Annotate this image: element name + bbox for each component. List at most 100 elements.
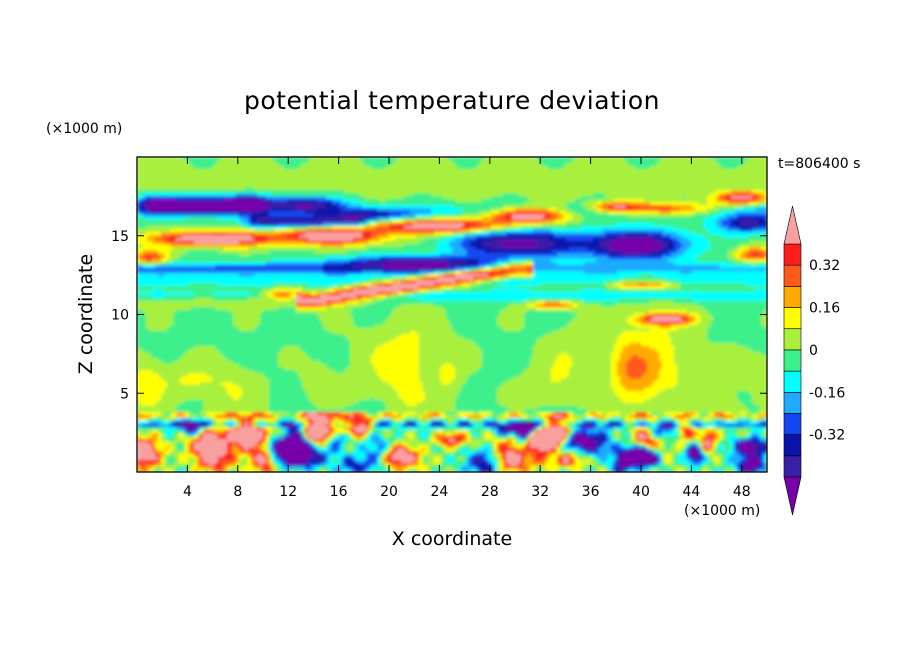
contour-cell [740,223,759,227]
contour-cell [296,421,300,425]
contour-cell [536,304,543,308]
contour-cell [710,412,714,416]
contour-cell [554,235,606,239]
contour-cell [419,418,432,422]
contour-cell [320,316,354,320]
contour-cell [248,448,255,452]
contour-cell [137,178,767,182]
contour-cell [473,454,486,458]
contour-cell [365,445,378,449]
contour-cell [467,436,471,440]
contour-cell [494,454,498,458]
contour-cell [602,304,615,308]
contour-cell [137,193,144,197]
contour-cell [764,454,767,458]
contour-cell [242,466,255,470]
contour-cell [419,367,441,371]
contour-cell [137,163,192,167]
contour-cell [389,427,402,431]
contour-cell [296,286,303,290]
contour-cell [308,442,312,446]
contour-cell [557,457,561,461]
contour-cell [137,349,144,353]
contour-cell [461,229,471,233]
contour-cell [332,286,345,290]
contour-cell [764,217,767,221]
contour-cell [644,466,651,470]
contour-cell [494,217,504,221]
contour-cell [164,451,171,455]
contour-cell [173,448,177,452]
contour-cell [137,202,141,206]
contour-cell [503,205,567,209]
contour-cell [464,337,540,341]
contour-cell [434,424,441,428]
contour-cell [464,232,477,236]
contour-cell [503,193,519,197]
contour-cell [602,430,609,434]
contour-cell [524,436,528,440]
contour-cell [527,412,534,416]
contour-cell [749,436,753,440]
contour-cell [560,424,564,428]
contour-cell [392,442,396,446]
contour-cell [422,382,444,386]
contour-cell [746,454,750,458]
contour-cell [602,445,612,449]
contour-cell [179,436,186,440]
contour-cell [737,430,750,434]
contour-cell [620,376,630,380]
contour-cell [137,346,195,350]
contour-cell [170,454,174,458]
contour-cell [419,373,441,377]
contour-cell [395,238,426,242]
contour-cell [662,364,678,368]
contour-cell [374,301,525,305]
contour-cell [491,265,498,269]
contour-cell [344,421,351,425]
contour-cell [467,460,471,464]
contour-cell [419,460,423,464]
contour-cell [428,469,432,472]
contour-cell [548,451,555,455]
contour-cell [335,439,345,443]
contour-cell [398,436,402,440]
contour-cell [137,385,168,389]
contour-cell [455,448,459,452]
contour-cell [674,226,705,230]
contour-cell [593,439,600,443]
contour-cell [269,442,273,446]
contour-cell [311,292,318,296]
contour-cell [677,448,681,452]
contour-cell [752,199,759,203]
contour-cell [455,442,459,446]
contour-cell [266,292,273,296]
contour-cell [674,301,767,305]
contour-cell [563,442,567,446]
contour-cell [425,286,435,290]
contour-cell [218,349,282,353]
contour-cell [212,421,216,425]
contour-cell [200,427,204,431]
contour-cell [608,205,615,209]
contour-cell [419,355,483,359]
contour-cell [404,424,408,428]
contour-cell [461,469,471,472]
contour-cell [707,229,726,233]
contour-cell [302,439,306,443]
contour-cell [371,424,375,428]
contour-cell [728,439,735,443]
contour-cell [632,208,681,212]
contour-cell [509,256,609,260]
contour-cell [221,382,234,386]
contour-cell [137,340,351,344]
contour-cell [311,448,315,452]
contour-cell [224,412,228,416]
contour-cell [308,394,399,398]
contour-cell [341,463,345,467]
contour-cell [647,364,663,368]
contour-cell [272,193,360,197]
contour-cell [524,442,528,446]
contour-cell [536,430,540,434]
contour-cell [164,391,228,395]
